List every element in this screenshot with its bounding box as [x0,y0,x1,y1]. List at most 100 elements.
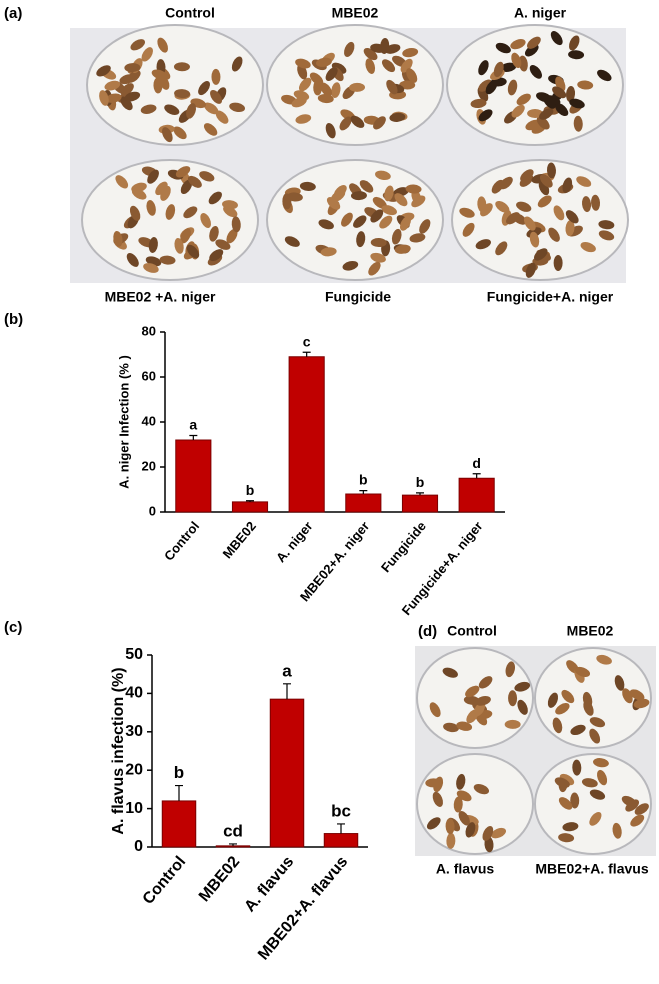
seed [565,86,576,103]
error-bar [229,843,237,846]
seed [482,826,494,841]
seed [405,184,422,194]
seed [581,778,598,788]
seed [186,103,197,119]
seed [597,69,612,82]
seed [342,260,359,271]
seed [462,222,475,237]
seed [425,778,442,788]
seed [131,188,147,200]
seed [365,58,376,74]
seed [529,65,542,79]
seed [622,688,633,704]
seed [341,212,353,227]
annotation: c [303,333,311,349]
seed [426,817,441,830]
y-tick-label: 20 [125,761,143,778]
seed [208,191,222,205]
annotation: cd [223,821,243,840]
petri-dish [534,647,652,749]
seed [511,104,525,118]
seed [506,212,520,225]
seed [459,207,475,218]
seed [318,219,334,230]
seed [215,239,231,250]
seed [577,80,594,90]
error-bar [337,823,345,834]
seed [629,689,645,701]
seed [222,200,238,210]
seed [282,193,292,210]
seed [552,717,563,734]
y-tick-label: 10 [125,800,143,817]
seed [389,112,406,122]
seed [516,201,532,212]
seed [473,784,490,795]
seed [384,44,401,54]
seed [198,81,210,96]
y-tick-label: 30 [125,723,143,740]
seed [490,827,507,839]
seed [386,79,398,95]
seed [200,213,212,228]
seed [568,50,585,60]
seed [478,60,489,76]
seed [159,255,176,265]
y-axis-title: A. niger Infection (% ) [116,355,131,489]
y-tick-label: 60 [142,368,156,383]
seed [356,231,366,248]
seed [504,719,521,729]
seed [204,102,219,115]
error-bar [416,492,424,496]
seed [165,204,176,220]
seed [554,777,570,788]
x-tick-label: A. flavus [241,853,297,915]
seed [339,116,352,131]
seed [537,195,552,208]
seed [186,244,200,259]
seed [209,225,219,242]
photo-label: MBE02 [567,623,614,639]
seed [372,196,387,209]
seed [130,39,146,51]
seed [231,56,243,72]
seed [284,236,300,247]
seed [157,37,168,53]
petri-dish [81,159,259,281]
seed [514,681,531,692]
annotation: b [359,472,368,488]
y-tick-label: 0 [149,503,156,518]
seed [199,171,215,182]
seed [344,41,355,58]
seed [119,74,135,85]
x-tick-label: Fungicide [378,518,429,575]
annotation: b [174,763,184,782]
seed [409,233,426,243]
panel-label: (c) [4,619,22,636]
photo-label: MBE02 +A. niger [105,289,216,305]
seed [583,700,594,716]
y-tick-label: 20 [142,458,156,473]
photo-label: A. flavus [436,861,495,877]
seed [555,703,570,715]
seed [229,102,245,113]
seed [458,810,470,826]
photo-label: Fungicide [325,289,391,305]
seed [394,193,408,207]
bar [401,494,439,513]
seed [558,833,575,843]
seed [402,47,419,58]
seed [113,230,123,247]
seed [565,220,575,237]
y-tick-label: 40 [125,685,143,702]
seed [569,98,585,109]
seed [574,666,591,677]
seed [446,832,456,849]
seed [183,206,198,219]
seed [325,122,336,139]
seed [589,717,606,728]
seed [331,82,341,99]
seed [570,724,586,736]
seed [384,185,394,202]
seed [495,200,510,213]
